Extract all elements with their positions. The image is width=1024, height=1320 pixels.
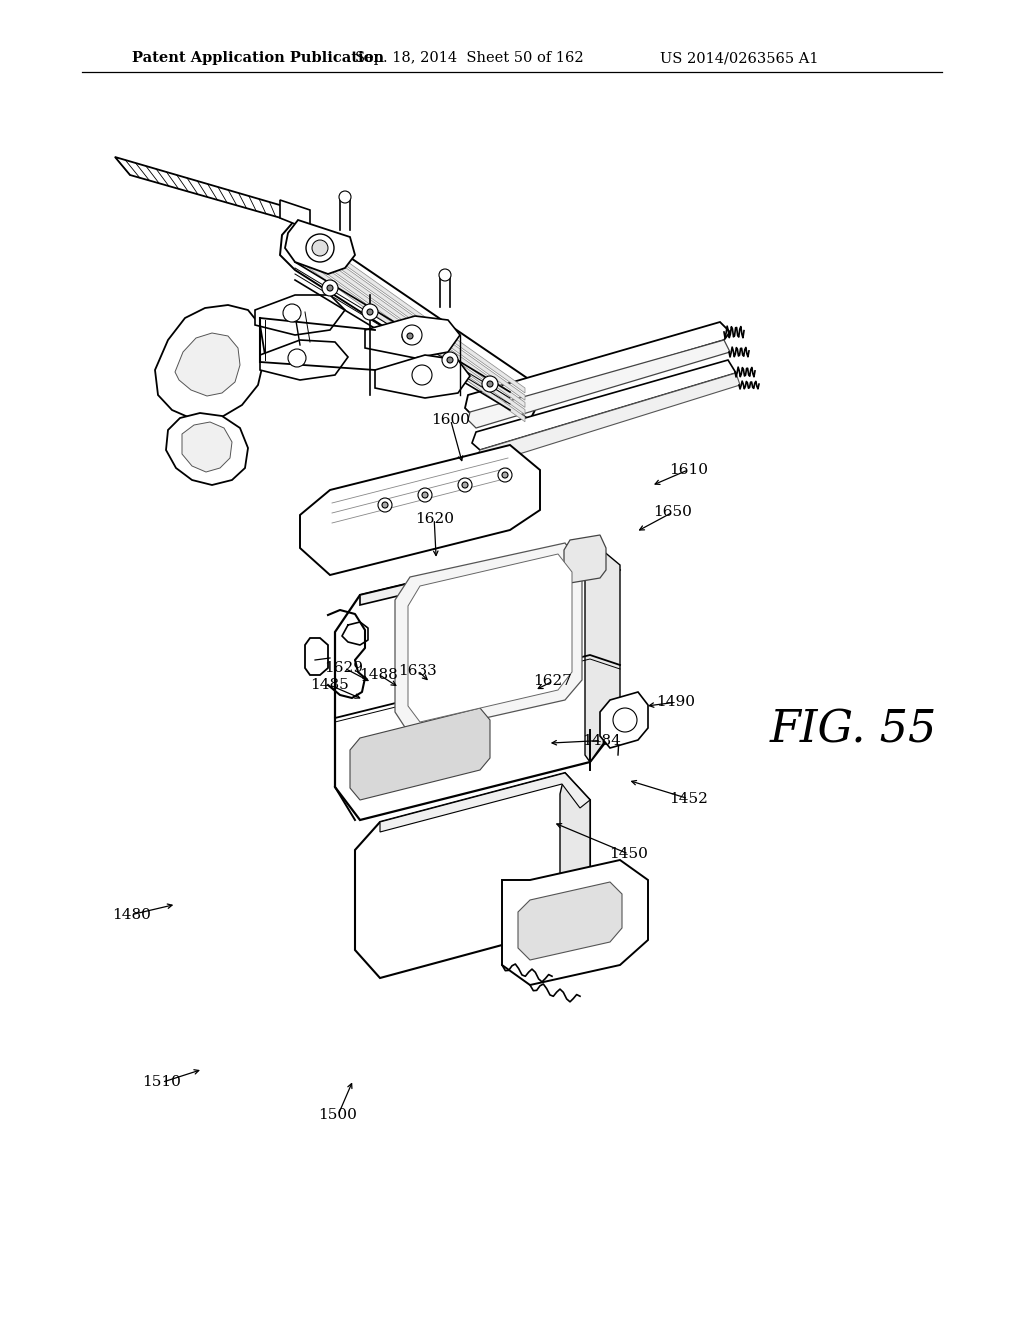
Text: Sep. 18, 2014  Sheet 50 of 162: Sep. 18, 2014 Sheet 50 of 162 [355,51,584,65]
Polygon shape [585,540,620,762]
Circle shape [402,327,418,345]
Polygon shape [285,220,355,275]
Polygon shape [280,201,310,230]
Polygon shape [305,638,328,675]
Circle shape [339,191,351,203]
Circle shape [306,234,334,261]
Text: 1488: 1488 [359,668,398,681]
Polygon shape [375,355,470,399]
Polygon shape [115,157,295,222]
Polygon shape [380,774,590,832]
Polygon shape [360,540,620,605]
Circle shape [439,269,451,281]
Polygon shape [300,235,525,400]
Text: 1452: 1452 [669,792,708,805]
Text: 1627: 1627 [534,675,572,688]
Circle shape [442,352,458,368]
Circle shape [378,498,392,512]
Circle shape [458,478,472,492]
Text: 1484: 1484 [582,734,621,747]
Polygon shape [300,228,525,393]
Circle shape [283,304,301,322]
Polygon shape [600,692,648,748]
Circle shape [447,356,453,363]
Text: FIG. 55: FIG. 55 [770,709,937,751]
Polygon shape [300,243,525,408]
Polygon shape [468,341,730,428]
Polygon shape [408,554,572,722]
Polygon shape [280,220,540,420]
Circle shape [312,240,328,256]
Polygon shape [300,257,525,422]
Polygon shape [395,543,582,735]
Circle shape [462,482,468,488]
Polygon shape [560,774,590,928]
Polygon shape [350,708,490,800]
Polygon shape [300,445,540,576]
Polygon shape [472,360,736,450]
Polygon shape [465,322,730,414]
Circle shape [362,304,378,319]
Polygon shape [300,249,525,414]
Polygon shape [182,422,232,473]
Text: 1629: 1629 [325,661,364,675]
Text: 1450: 1450 [609,847,648,861]
Circle shape [422,492,428,498]
Circle shape [327,285,333,290]
Text: 1650: 1650 [653,506,692,519]
Polygon shape [564,535,606,583]
Polygon shape [355,774,590,978]
Text: 1510: 1510 [142,1076,181,1089]
Polygon shape [155,305,265,420]
Text: 1620: 1620 [415,512,454,525]
Polygon shape [175,333,240,396]
Polygon shape [166,413,248,484]
Text: 1600: 1600 [431,413,470,426]
Polygon shape [255,294,345,335]
Polygon shape [335,540,615,820]
Text: 1490: 1490 [656,696,695,709]
Circle shape [382,502,388,508]
Circle shape [613,708,637,733]
Circle shape [498,469,512,482]
Text: 1633: 1633 [398,664,437,677]
Circle shape [367,309,373,315]
Polygon shape [518,882,622,960]
Circle shape [482,376,498,392]
Polygon shape [365,315,460,358]
Polygon shape [476,374,740,465]
Circle shape [322,280,338,296]
Circle shape [418,488,432,502]
Circle shape [487,381,493,387]
Circle shape [407,333,413,339]
Polygon shape [260,341,348,380]
Text: 1485: 1485 [310,678,349,692]
Circle shape [288,348,306,367]
Polygon shape [502,861,648,985]
Circle shape [402,325,422,345]
Text: 1500: 1500 [318,1109,357,1122]
Text: 1610: 1610 [669,463,708,477]
Circle shape [502,473,508,478]
Text: 1480: 1480 [112,908,151,921]
Text: US 2014/0263565 A1: US 2014/0263565 A1 [660,51,818,65]
Circle shape [412,366,432,385]
Text: Patent Application Publication: Patent Application Publication [132,51,384,65]
